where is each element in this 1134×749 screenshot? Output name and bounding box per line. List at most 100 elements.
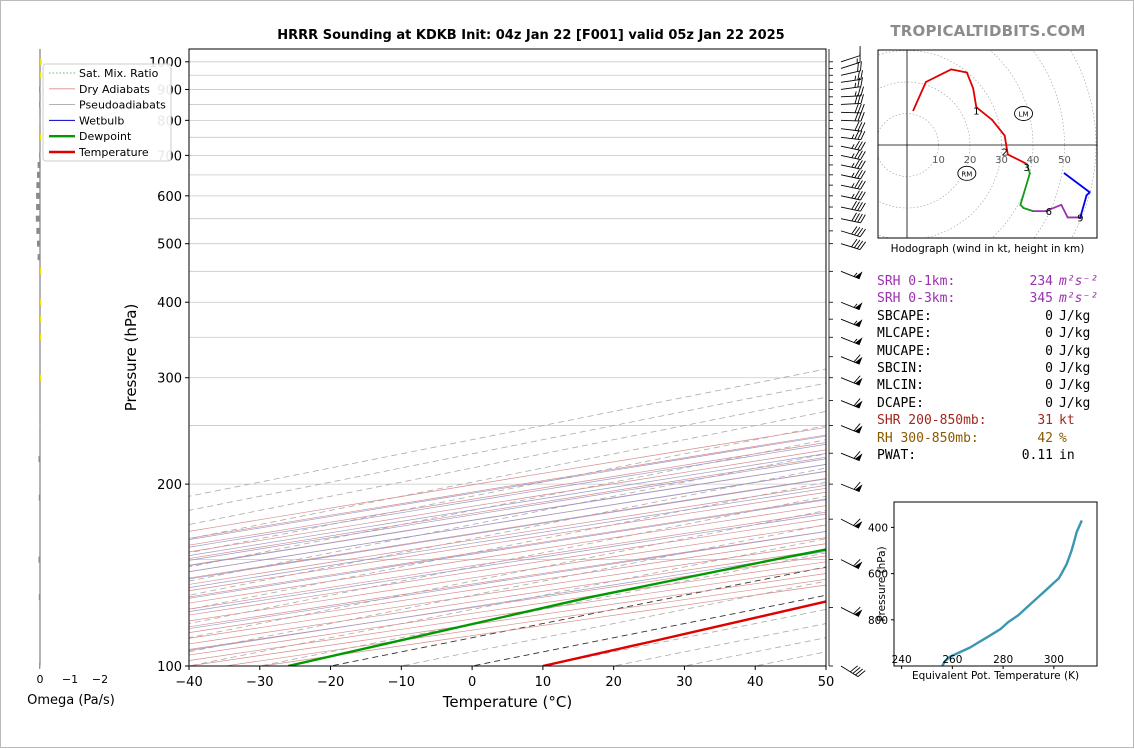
wind-barb-flag [854, 377, 863, 386]
wind-barb-full [857, 213, 863, 223]
wind-barb-full [857, 86, 861, 97]
stat-row: SBCIN: 0 J/kg [877, 360, 1117, 377]
y-tick-label: 200 [157, 478, 182, 493]
thetae-x-tick-label: 260 [942, 654, 962, 666]
stat-label: MUCAPE: [877, 343, 932, 359]
wind-barb-full [857, 130, 863, 140]
stat-unit: J/kg [1059, 360, 1091, 376]
wind-barb-full [857, 202, 863, 211]
wind-barb-full [854, 140, 860, 150]
y-tick-label: 500 [157, 238, 182, 253]
thetae-y-tick-label: 600 [868, 569, 888, 581]
wind-barb-staff [840, 184, 861, 190]
wind-barb [840, 169, 866, 180]
wind-barb-flag [854, 609, 863, 617]
hodo-segment [975, 106, 993, 121]
wind-barb-full [860, 191, 866, 201]
wind-barb [840, 423, 863, 434]
hodo-height-label: 1 [973, 106, 979, 117]
wind-barb-full [851, 238, 858, 248]
thetae-y-axis-label: Pressure (hPa) [876, 546, 888, 621]
wind-barb-full [857, 150, 863, 160]
isotherm-line [189, 439, 826, 568]
hodo-segment [1044, 203, 1063, 213]
y-tick-label: 400 [157, 296, 182, 311]
stat-label: MLCAPE: [877, 326, 932, 342]
wind-barb-staff [840, 79, 861, 83]
legend-label: Temperature [78, 146, 149, 159]
wind-barb-full [860, 86, 864, 96]
stat-row: SRH 0-3km: 345 m²s⁻² [877, 290, 1117, 307]
y-tick-label: 300 [157, 372, 182, 387]
y-axis-label: Pressure (hPa) [122, 304, 140, 412]
stat-label: SRH 0-3km: [877, 291, 956, 307]
x-tick-label: −40 [175, 675, 202, 690]
wind-barb-half [851, 153, 855, 158]
wind-barb-full [857, 77, 860, 88]
hodo-height-label: 9 [1077, 213, 1083, 224]
stat-row: SHR 200-850mb: 31 kt [877, 412, 1117, 429]
x-tick-label: −10 [388, 675, 415, 690]
hodo-segment [1022, 207, 1034, 213]
hodo-ring-label: 20 [964, 155, 977, 166]
wind-barb-staff [840, 230, 861, 238]
stat-row: SBCAPE: 0 J/kg [877, 308, 1117, 325]
hodo-ring-label: 30 [995, 155, 1008, 166]
wind-barb-full [853, 518, 861, 526]
skewt-legend: Sat. Mix. Ratio Dry Adiabats Pseudoadiabat… [42, 63, 172, 162]
omega-bar [40, 316, 42, 323]
wind-barb-full [854, 201, 860, 211]
wind-barb [840, 318, 863, 328]
hodo-height-label: 3 [1024, 163, 1030, 174]
wind-barb-half [853, 303, 858, 308]
isotherm-line [330, 566, 826, 666]
wind-barb [840, 94, 864, 105]
omega-panel: 0 −1 −2 Omega (Pa/s) [27, 49, 115, 708]
wind-barb [840, 52, 861, 69]
wind-barb-full [853, 423, 861, 432]
wind-barb-full [854, 190, 860, 199]
stat-unit: J/kg [1059, 395, 1091, 411]
wind-barb [840, 149, 866, 160]
stat-label: SRH 0-1km: [877, 274, 956, 289]
x-tick-label: 20 [605, 675, 622, 690]
wind-barb-full [860, 214, 866, 224]
isotherm-line [189, 510, 826, 639]
wind-barb [840, 301, 863, 311]
wind-barb-full [854, 169, 860, 178]
wind-barb-full [860, 170, 866, 180]
wind-barb-full [853, 606, 861, 615]
stat-value: 31 [1037, 413, 1053, 429]
thetae-y-tick-label: 400 [868, 522, 888, 534]
omega-bar [40, 374, 42, 381]
wind-barb-flag [854, 400, 863, 409]
wind-barb-flag [854, 302, 863, 310]
stat-unit: J/kg [1059, 343, 1091, 359]
hodo-segment [912, 81, 927, 112]
omega-bar [38, 456, 40, 463]
wind-barb-full [857, 103, 862, 114]
hodo-frame [877, 49, 1098, 239]
isotherm-line [472, 594, 826, 666]
hodo-segment [972, 87, 978, 109]
skewt-frame [188, 48, 827, 667]
wind-barb-flag [854, 484, 863, 492]
isotherm-line [189, 467, 826, 596]
stat-row: RH 300-850mb: 42% [877, 430, 1117, 447]
wind-barb-staff [840, 86, 861, 90]
stat-row: SRH 0-1km: 234 m²s⁻² [877, 273, 1117, 290]
wind-barb-full [851, 200, 857, 210]
dewpoint-profile [287, 548, 826, 666]
omega-bar [35, 215, 40, 222]
theta-e-line [941, 520, 1083, 666]
wind-barb-flag [854, 521, 863, 529]
chart-title: HRRR Sounding at KDKB Init: 04z Jan 22 [… [277, 28, 785, 43]
hodo-segment [965, 71, 975, 90]
wind-barb [840, 140, 866, 151]
isotherm-line [613, 623, 826, 666]
omega-bar [37, 254, 40, 261]
x-tick-label: −20 [317, 675, 344, 690]
wind-barb-full [853, 398, 861, 407]
wind-barb [840, 212, 866, 224]
isotherm-line [259, 552, 826, 666]
